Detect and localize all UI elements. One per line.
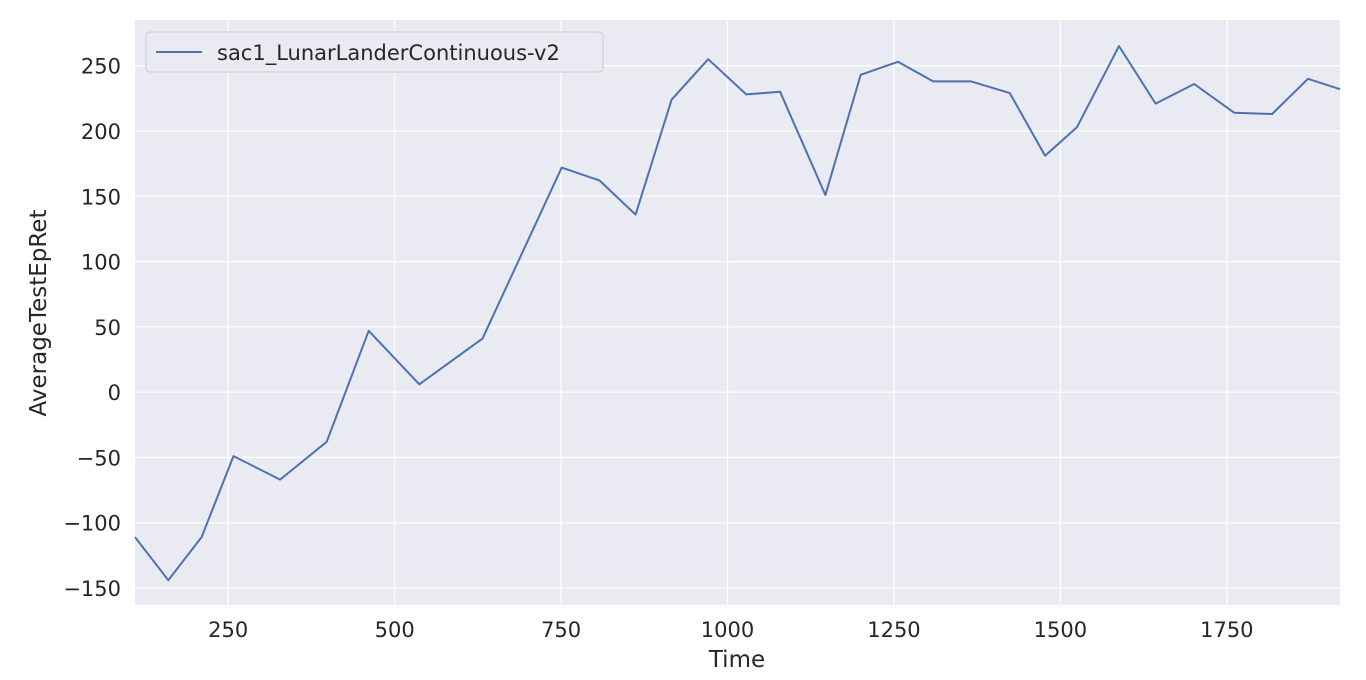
legend: sac1_LunarLanderContinuous-v2 (145, 31, 604, 73)
x-tick-label: 500 (375, 618, 415, 642)
x-tick-label: 1250 (867, 618, 920, 642)
y-tick-label: 100 (81, 251, 121, 275)
x-tick-label: 1000 (701, 618, 754, 642)
y-tick-labels: −150 −100 −50 0 50 100 150 200 250 (63, 55, 121, 601)
y-tick-label: −150 (63, 577, 121, 601)
y-tick-label: 250 (81, 55, 121, 79)
legend-label: sac1_LunarLanderContinuous-v2 (217, 41, 560, 66)
series-layer (134, 45, 1341, 582)
y-tick-label: 150 (81, 185, 121, 209)
y-tick-label: 50 (94, 316, 121, 340)
y-tick-label: 0 (108, 381, 121, 405)
series-line (134, 45, 1341, 582)
x-tick-label: 1750 (1200, 618, 1253, 642)
y-tick-label: −50 (77, 446, 121, 470)
x-axis-label: Time (708, 647, 765, 673)
x-tick-labels: 250 500 750 1000 1250 1500 1750 (208, 618, 1253, 642)
y-axis-label: AverageTestEpRet (26, 210, 52, 417)
y-tick-label: −100 (63, 512, 121, 536)
y-tick-label: 200 (81, 120, 121, 144)
plot-background (135, 20, 1340, 605)
x-tick-label: 250 (208, 618, 248, 642)
grid-lines (135, 20, 1340, 605)
legend-box (145, 31, 604, 73)
x-tick-label: 750 (541, 618, 581, 642)
x-tick-label: 1500 (1034, 618, 1087, 642)
